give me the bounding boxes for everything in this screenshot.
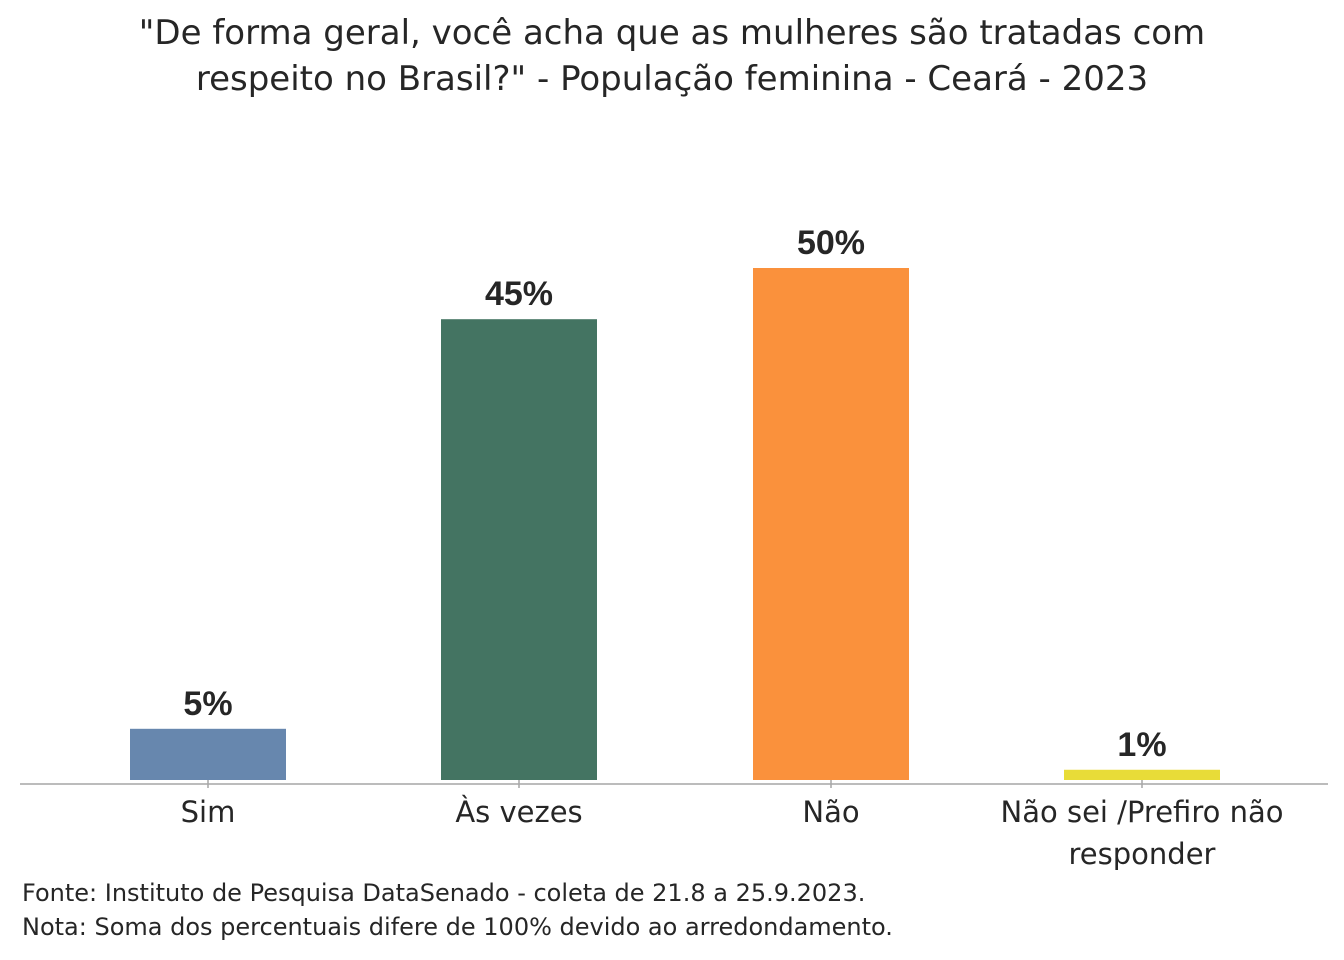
rounding-note: Nota: Soma dos percentuais difere de 100… xyxy=(22,913,893,941)
source-note: Fonte: Instituto de Pesquisa DataSenado … xyxy=(22,879,866,907)
data-label-3: 50% xyxy=(797,224,865,262)
bar-3 xyxy=(753,268,909,780)
category-label-3: Não xyxy=(802,795,859,829)
chart-title: "De forma geral, você acha que as mulher… xyxy=(0,10,1344,102)
category-label-2: Às vezes xyxy=(455,795,582,829)
data-label-2: 45% xyxy=(485,275,553,313)
bar-4 xyxy=(1064,769,1220,780)
bar-2 xyxy=(441,319,597,780)
category-label-1: Sim xyxy=(181,795,236,829)
data-label-4: 1% xyxy=(1117,726,1166,764)
data-label-1: 5% xyxy=(183,685,232,723)
chart-title-line-1: "De forma geral, você acha que as mulher… xyxy=(138,13,1206,53)
category-label-4-line-1: Não sei /Prefiro não xyxy=(1001,795,1284,829)
bar-1 xyxy=(130,728,286,780)
chart-footer: Fonte: Instituto de Pesquisa DataSenado … xyxy=(22,876,893,944)
chart-title-line-2: respeito no Brasil?" - População feminin… xyxy=(195,59,1149,99)
category-label-4-line-2: responder xyxy=(1069,837,1216,871)
